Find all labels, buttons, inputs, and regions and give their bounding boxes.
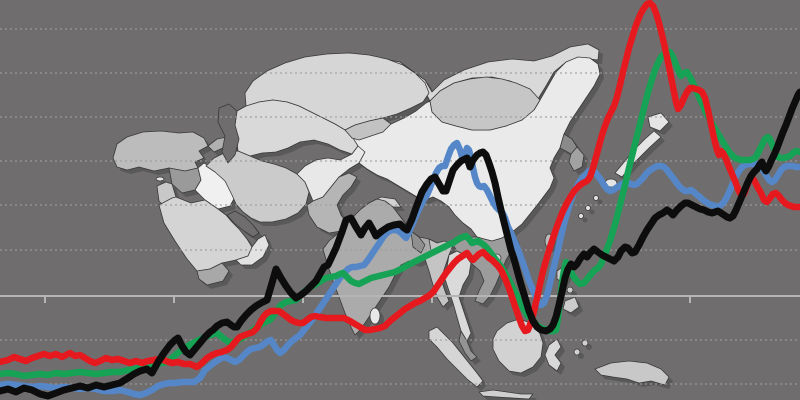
country-malaysia	[458, 330, 478, 362]
country-south-korea	[568, 146, 585, 172]
japan-hokkaido	[647, 112, 670, 132]
japan-ryukyu-2	[589, 209, 595, 215]
indonesia-moluccas-1	[578, 353, 584, 359]
philippines-visayas	[566, 286, 574, 294]
japan-ryukyu-2	[585, 205, 591, 211]
indonesia-java	[478, 389, 534, 400]
indonesia-moluccas-1	[573, 348, 581, 356]
series-black-line	[0, 88, 800, 400]
japan-ryukyu-3	[582, 217, 588, 223]
country-kyrgyzstan	[344, 117, 392, 141]
japan-ryukyu-3	[578, 213, 584, 219]
country-bangladesh	[410, 230, 426, 254]
sea-caspian	[217, 103, 240, 164]
gridlines	[0, 28, 800, 385]
indonesia-moluccas-2	[581, 339, 589, 347]
country-mongolia	[429, 76, 541, 131]
indonesia-sumatra	[428, 326, 484, 388]
country-iran	[205, 150, 310, 223]
philippines-mindanao	[562, 296, 580, 314]
country-yemen	[196, 262, 230, 286]
country-sri-lanka	[369, 307, 381, 325]
japan-ryukyu-1	[593, 195, 599, 201]
japan-ryukyu-1	[597, 199, 603, 205]
country-oman	[235, 234, 270, 266]
country-turkey	[112, 130, 209, 172]
series-red-line	[0, 0, 800, 371]
indonesia-moluccas-2	[586, 344, 592, 350]
country-cyprus	[155, 176, 165, 182]
sea-persian-gulf	[226, 210, 260, 238]
series-blue-line	[0, 139, 800, 399]
country-north-korea	[559, 133, 578, 155]
indonesia-sulawesi	[544, 338, 562, 372]
new-guinea	[594, 360, 670, 386]
country-saudi-arabia	[158, 196, 253, 272]
